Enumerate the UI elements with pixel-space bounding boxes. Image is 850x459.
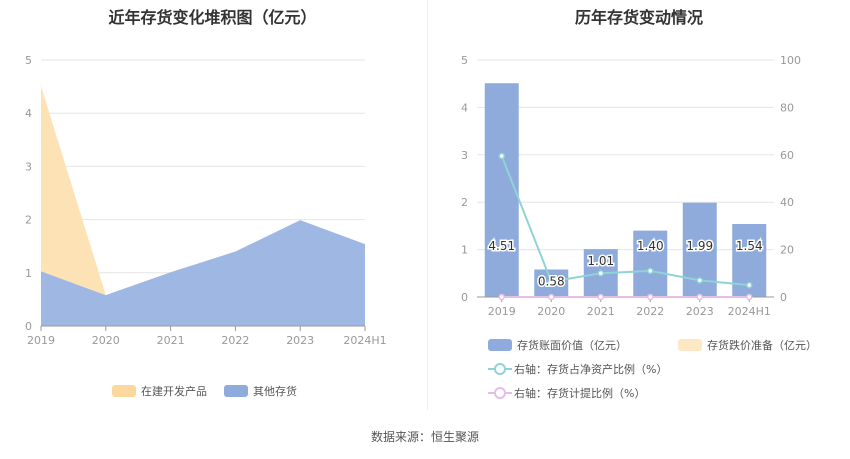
line-point	[548, 293, 555, 301]
line-point	[696, 293, 703, 301]
y-tick-label: 2	[461, 196, 468, 209]
bar-data-label: 1.99	[686, 239, 713, 253]
x-tick-label: 2019	[27, 334, 55, 347]
bar-data-label: 1.01	[587, 254, 614, 268]
legend-label: 存货跌价准备（亿元）	[707, 339, 817, 352]
line-point	[696, 277, 703, 284]
line-point	[597, 293, 604, 301]
bar-data-label: 1.54	[736, 239, 763, 253]
legend-item[interactable]: 存货账面价值（亿元）	[488, 337, 627, 353]
y-tick-label: 4	[25, 107, 32, 120]
x-tick-label: 2024H1	[343, 334, 386, 347]
left-chart-panel: 近年存货变化堆积图（亿元） 0 1 2 3 4 5 2019 2020 2021 2022 2023…	[0, 0, 425, 410]
y-tick-label: 5	[25, 54, 32, 67]
legend-swatch	[112, 385, 136, 397]
left-chart-title: 近年存货变化堆积图（亿元）	[108, 8, 317, 27]
x-tick-label: 2023	[686, 305, 714, 318]
line-point	[548, 278, 555, 285]
area-series	[41, 86, 365, 296]
line-point	[647, 293, 654, 301]
legend-item[interactable]: 右轴：存货占净资产比例（%）	[488, 361, 667, 377]
y2-tick-label: 20	[780, 244, 794, 257]
line-point	[498, 293, 505, 301]
left-chart-svg: 0 1 2 3 4 5 2019 2020 2021 2022 2023 2024H1	[25, 54, 387, 347]
legend-label: 右轴：存货计提比例（%）	[514, 387, 646, 400]
source-note: 数据来源：恒生聚源	[370, 430, 479, 444]
x-tick-label: 2021	[157, 334, 185, 347]
x-tick-label: 2019	[488, 305, 516, 318]
y-tick-label: 0	[25, 320, 32, 333]
x-tick-label: 2022	[636, 305, 664, 318]
line-point	[746, 281, 753, 289]
legend-swatch	[224, 385, 248, 397]
legend-item[interactable]: 右轴：存货计提比例（%）	[488, 385, 645, 401]
y-tick-label: 5	[461, 54, 468, 67]
bar	[484, 83, 519, 297]
line-point	[746, 293, 753, 301]
line-series	[500, 155, 750, 287]
y-tick-label: 3	[25, 160, 32, 173]
y-tick-label: 1	[461, 244, 468, 257]
area-series	[41, 220, 365, 326]
x-tick-label: 2020	[92, 334, 120, 347]
legend-swatch	[678, 339, 702, 351]
bar-data-label: 0.58	[538, 275, 565, 289]
legend-label: 右轴：存货占净资产比例（%）	[514, 363, 668, 376]
legend-label: 在建开发产品	[141, 385, 207, 398]
x-tick-label: 2020	[537, 305, 565, 318]
bar	[633, 230, 668, 297]
y2-tick-label: 100	[780, 54, 801, 67]
y2-tick-label: 60	[780, 149, 794, 162]
panel-divider	[427, 0, 428, 410]
right-chart-panel: 历年存货变动情况 0 1 2 3 4 5 0 20 40 60 80 100 2019 2020 2021 2…	[428, 0, 850, 410]
line-point	[597, 270, 604, 277]
legend-swatch	[488, 363, 512, 375]
x-tick-label: 2022	[221, 334, 249, 347]
bar-data-label: 1.40	[637, 239, 664, 253]
line-point	[647, 267, 654, 275]
legend-item[interactable]: 存货跌价准备（亿元）	[678, 337, 817, 353]
y-tick-label: 2	[25, 214, 32, 227]
right-chart-svg: 0 1 2 3 4 5 0 20 40 60 80 100 2019 2020 2021 2022 2023 20…	[461, 54, 801, 318]
legend-label: 其他存货	[253, 385, 297, 398]
y2-tick-label: 80	[780, 101, 794, 114]
line-point	[498, 152, 505, 160]
y-tick-label: 4	[461, 101, 468, 114]
x-tick-label: 2023	[286, 334, 314, 347]
y-tick-label: 0	[461, 291, 468, 304]
legend-swatch	[488, 387, 512, 399]
y2-tick-label: 0	[780, 291, 787, 304]
y-tick-label: 3	[461, 149, 468, 162]
legend-item[interactable]: 其他存货	[224, 383, 297, 399]
x-tick-label: 2021	[587, 305, 615, 318]
x-tick-label: 2024H1	[728, 305, 771, 318]
right-chart-title: 历年存货变动情况	[574, 8, 703, 27]
y-tick-label: 1	[25, 267, 32, 280]
y2-tick-label: 40	[780, 196, 794, 209]
legend-swatch	[488, 339, 512, 351]
legend-label: 存货账面价值（亿元）	[517, 339, 627, 352]
legend-item[interactable]: 在建开发产品	[112, 383, 207, 399]
bar-data-label: 4.51	[488, 239, 515, 253]
